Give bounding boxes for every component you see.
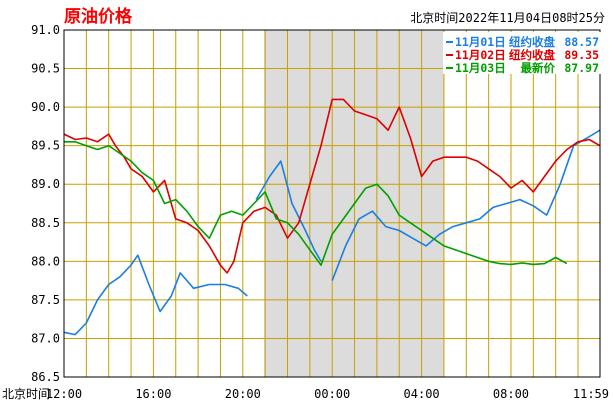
legend-box bbox=[443, 32, 601, 74]
y-tick-label: 87.5 bbox=[31, 293, 60, 307]
y-tick-label: 90.5 bbox=[31, 62, 60, 76]
x-tick-label: 00:00 bbox=[314, 387, 350, 401]
x-tick-label: 08:00 bbox=[493, 387, 529, 401]
x-tick-label: 11:59 bbox=[573, 387, 609, 401]
series-line-1 bbox=[63, 129, 601, 336]
legend-series-value: 88.57 bbox=[564, 35, 599, 49]
x-tick-label: 12:00 bbox=[46, 387, 82, 401]
x-axis-label: 北京时间 bbox=[2, 387, 50, 401]
y-axis-ticks: 91.0 90.5 90.0 89.5 89.0 88.5 88.0 87.5 87.0 86.5 bbox=[31, 23, 60, 384]
legend-series-label: 最新价 bbox=[521, 61, 556, 75]
series-layer bbox=[63, 98, 601, 336]
legend-series-label: 纽约收盘 bbox=[509, 48, 555, 62]
legend-series-name: 11月02日 bbox=[455, 48, 506, 62]
series-line-2 bbox=[63, 98, 601, 274]
y-tick-label: 89.0 bbox=[31, 177, 60, 191]
timestamp-text: 北京时间2022年11月04日08时25分 bbox=[410, 11, 605, 25]
y-tick-label: 89.5 bbox=[31, 139, 60, 153]
y-tick-label: 88.0 bbox=[31, 254, 60, 268]
chart-title: 原油价格 bbox=[64, 6, 133, 27]
y-tick-label: 87.0 bbox=[31, 331, 60, 345]
series-line-3 bbox=[64, 141, 568, 266]
legend: 11月01日 纽约收盘 88.57 11月02日 纽约收盘 89.35 11月03日 最新价 8… bbox=[443, 32, 601, 75]
legend-series-label: 纽约收盘 bbox=[509, 35, 555, 49]
x-tick-label: 20:00 bbox=[225, 387, 261, 401]
plot-frame bbox=[63, 29, 601, 378]
x-tick-label: 16:00 bbox=[135, 387, 171, 401]
legend-series-value: 87.97 bbox=[564, 61, 599, 75]
y-tick-label: 90.0 bbox=[31, 100, 60, 114]
legend-series-value: 89.35 bbox=[564, 48, 599, 62]
x-tick-label: 04:00 bbox=[404, 387, 440, 401]
y-tick-label: 86.5 bbox=[31, 370, 60, 384]
legend-series-name: 11月03日 bbox=[455, 61, 506, 75]
legend-series-name: 11月01日 bbox=[455, 35, 506, 49]
x-axis-ticks: 12:00 16:00 20:00 00:00 04:00 08:00 11:59 bbox=[46, 387, 609, 401]
y-tick-label: 88.5 bbox=[31, 216, 60, 230]
grid-lines bbox=[64, 30, 600, 377]
y-tick-label: 91.0 bbox=[31, 23, 60, 37]
